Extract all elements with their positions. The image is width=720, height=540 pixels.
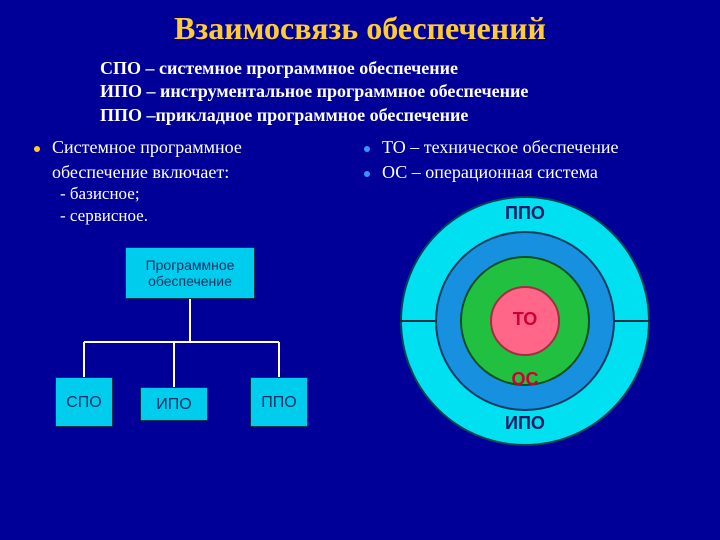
left-bullet-line1: Системное программное: [52, 137, 242, 158]
left-sub1: - базисное;: [30, 183, 360, 205]
right-column: ТО – техническое обеспечение ОС – операц…: [360, 137, 690, 451]
ring-divider-right: [615, 320, 650, 322]
tree-child-ipo: ИПО: [140, 387, 208, 421]
bullet-icon: [364, 171, 370, 177]
bullet-icon: [34, 146, 40, 152]
def-ipo: ИПО – инструментальное программное обесп…: [100, 80, 720, 103]
tree-diagram: Программное обеспечение СПО ИПО ППО: [55, 247, 335, 437]
def-ppo: ППО –прикладное программное обеспечение: [100, 104, 720, 127]
left-sub2: - сервисное.: [30, 205, 360, 227]
right-item-os: ОС – операционная система: [382, 162, 598, 183]
left-column: Системное программное обеспечение включа…: [30, 137, 360, 451]
tree-child-spo: СПО: [55, 377, 113, 427]
label-os: ОС: [512, 369, 539, 390]
label-ppo: ППО: [505, 203, 545, 224]
bullet-icon: [364, 146, 370, 152]
page-title: Взаимосвязь обеспечений: [0, 0, 720, 47]
definitions-block: СПО – системное программное обеспечение …: [0, 47, 720, 137]
left-bullet-line2: обеспечение включает:: [30, 162, 360, 183]
tree-root-box: Программное обеспечение: [125, 247, 255, 299]
def-spo: СПО – системное программное обеспечение: [100, 57, 720, 80]
right-item-to: ТО – техническое обеспечение: [382, 137, 618, 158]
label-ipo: ИПО: [505, 413, 545, 434]
ring-divider-left: [400, 320, 435, 322]
tree-child-ppo: ППО: [250, 377, 308, 427]
label-to: ТО: [513, 309, 538, 330]
concentric-diagram: ППО ТО ОС ИПО: [395, 191, 655, 451]
